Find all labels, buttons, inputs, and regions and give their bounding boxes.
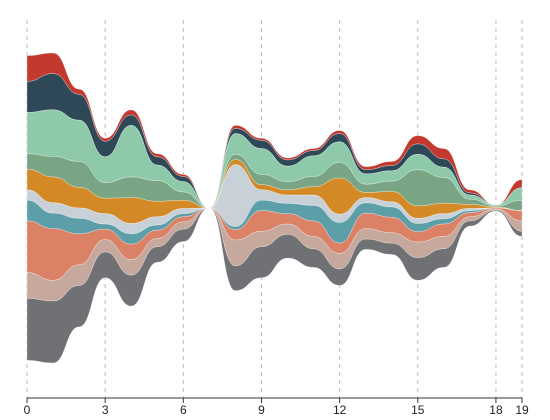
x-tick-label: 9 <box>258 403 265 417</box>
stream-layer <box>26 207 523 364</box>
x-tick-label: 18 <box>489 403 503 417</box>
x-tick-label: 0 <box>24 403 31 417</box>
x-tick-label: 19 <box>515 403 529 417</box>
x-tick-label: 15 <box>411 403 425 417</box>
x-tick-label: 3 <box>102 403 109 417</box>
x-tick-label: 12 <box>333 403 347 417</box>
x-tick-label: 6 <box>180 403 187 417</box>
